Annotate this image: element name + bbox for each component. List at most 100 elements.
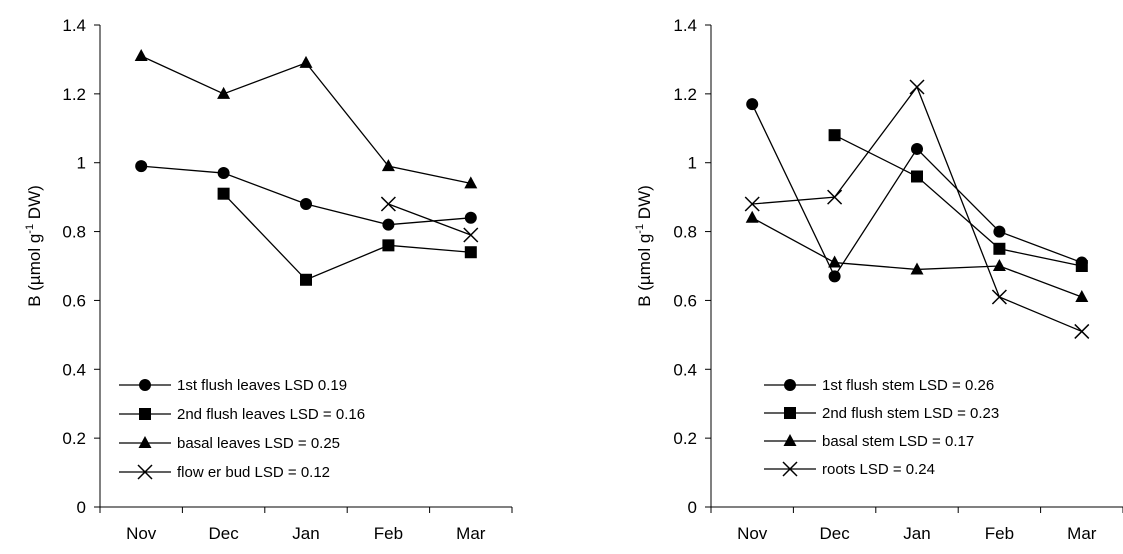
series-line — [140, 55, 471, 185]
y-tick-label: 0 — [77, 498, 86, 517]
y-tick-label: 0.6 — [62, 291, 86, 310]
y-tick-label: 0.4 — [62, 360, 86, 379]
series-x — [380, 196, 479, 243]
data-point-circle — [993, 225, 1006, 238]
data-point-circle — [464, 211, 477, 224]
series-square — [217, 187, 477, 286]
x-tick-label: Jan — [903, 524, 930, 543]
legend-entry: basal leaves LSD = 0.25 — [119, 435, 340, 452]
data-point-square — [217, 187, 230, 200]
y-tick-label: 1 — [77, 154, 86, 173]
x-tick-label: Feb — [985, 524, 1014, 543]
data-point-square — [1075, 260, 1088, 272]
y-tick-label: 0.8 — [62, 223, 86, 242]
legend-label: 1st flush leaves LSD 0.19 — [177, 377, 347, 394]
legend-marker-square — [784, 407, 796, 419]
legend-label: 2nd flush stem LSD = 0.23 — [822, 405, 999, 422]
data-point-square — [828, 129, 841, 142]
x-tick-label: Mar — [1067, 524, 1097, 543]
series-line — [388, 203, 472, 236]
data-point-triangle — [1075, 289, 1089, 302]
series-line — [223, 193, 471, 281]
data-point-square — [464, 246, 477, 259]
data-point-x — [827, 189, 843, 205]
data-point-triangle — [910, 262, 924, 275]
legend-entry: 2nd flush stem LSD = 0.23 — [764, 405, 999, 422]
x-tick-label: Mar — [456, 524, 486, 543]
chart-2: 0 0.2 0.4 0.6 0.8 1 1.2 1.4 Nov Dec Jan Feb Mar B (µm… — [634, 16, 1123, 543]
data-point-circle — [300, 198, 312, 211]
legend-entry: 1st flush leaves LSD 0.19 — [119, 377, 347, 394]
data-point-circle — [382, 218, 395, 231]
data-point-triangle — [828, 255, 842, 268]
data-point-triangle — [381, 159, 395, 172]
data-point-triangle — [299, 55, 313, 68]
legend-label: roots LSD = 0.24 — [822, 461, 935, 478]
legend-marker-circle — [139, 379, 151, 391]
data-point-triangle — [745, 210, 759, 223]
y-axis-label: B (µmol g-1 DW) — [24, 185, 44, 307]
legend-label: 2nd flush leaves LSD = 0.16 — [177, 406, 365, 423]
y-tick-label: 0.6 — [673, 291, 697, 310]
data-point-x — [991, 289, 1007, 305]
series-x — [744, 79, 1090, 339]
x-tick-label: Dec — [819, 524, 850, 543]
data-point-triangle — [464, 176, 478, 189]
data-point-x — [909, 79, 925, 95]
data-point-square — [993, 242, 1006, 255]
x-tick-label: Nov — [737, 524, 768, 543]
x-tick-label: Jan — [292, 524, 319, 543]
y-tick-label: 1.2 — [62, 85, 86, 104]
legend-entry: roots LSD = 0.24 — [764, 461, 935, 478]
series-line — [751, 103, 1083, 278]
legend-label: flow er bud LSD = 0.12 — [177, 464, 330, 481]
data-point-square — [382, 239, 395, 252]
y-tick-label: 0 — [688, 498, 697, 517]
x-tick-label: Nov — [126, 524, 157, 543]
y-tick-label: 0.8 — [673, 223, 697, 242]
series-circle — [135, 160, 477, 231]
data-point-square — [300, 273, 312, 286]
y-axis-label: B (µmol g-1 DW) — [634, 185, 654, 307]
series-triangle — [745, 210, 1089, 302]
legend-marker-x — [137, 464, 153, 480]
legend-entry: flow er bud LSD = 0.12 — [119, 464, 330, 481]
legend-label: 1st flush stem LSD = 0.26 — [822, 377, 994, 394]
legend-entry: 1st flush stem LSD = 0.26 — [764, 377, 994, 394]
data-point-x — [380, 196, 396, 212]
legend-marker-triangle — [783, 434, 797, 446]
data-point-triangle — [134, 48, 148, 61]
data-point-circle — [217, 167, 230, 180]
legend-entry: 2nd flush leaves LSD = 0.16 — [119, 406, 365, 423]
y-tick-label: 0.2 — [62, 429, 86, 448]
data-point-circle — [828, 270, 841, 283]
y-tick-label: 1 — [688, 154, 697, 173]
y-tick-label: 0.4 — [673, 360, 697, 379]
y-tick-label: 1.4 — [673, 16, 697, 35]
series-triangle — [134, 48, 478, 189]
x-tick-label: Dec — [208, 524, 239, 543]
data-point-triangle — [992, 259, 1006, 271]
chart-1: 0 0.2 0.4 0.6 0.8 1 1.2 1.4 Nov Dec Jan Feb Mar B (µm… — [24, 16, 513, 543]
y-tick-label: 0.2 — [673, 429, 697, 448]
data-point-circle — [746, 98, 759, 111]
legend-marker-x — [782, 461, 798, 477]
data-point-x — [744, 196, 760, 212]
data-point-x — [1074, 323, 1090, 339]
data-point-triangle — [217, 86, 231, 99]
legend-marker-square — [139, 408, 151, 420]
series-line — [834, 134, 1082, 267]
legend-marker-triangle — [138, 436, 152, 448]
y-tick-label: 1.4 — [62, 16, 86, 35]
data-point-circle — [911, 142, 923, 155]
legend-entry: basal stem LSD = 0.17 — [764, 433, 974, 450]
series-line — [751, 217, 1083, 298]
data-point-circle — [135, 160, 148, 173]
legend-marker-circle — [784, 379, 796, 391]
series-square — [828, 129, 1088, 272]
x-tick-label: Feb — [374, 524, 403, 543]
legend-label: basal leaves LSD = 0.25 — [177, 435, 340, 452]
legend-label: basal stem LSD = 0.17 — [822, 433, 974, 450]
